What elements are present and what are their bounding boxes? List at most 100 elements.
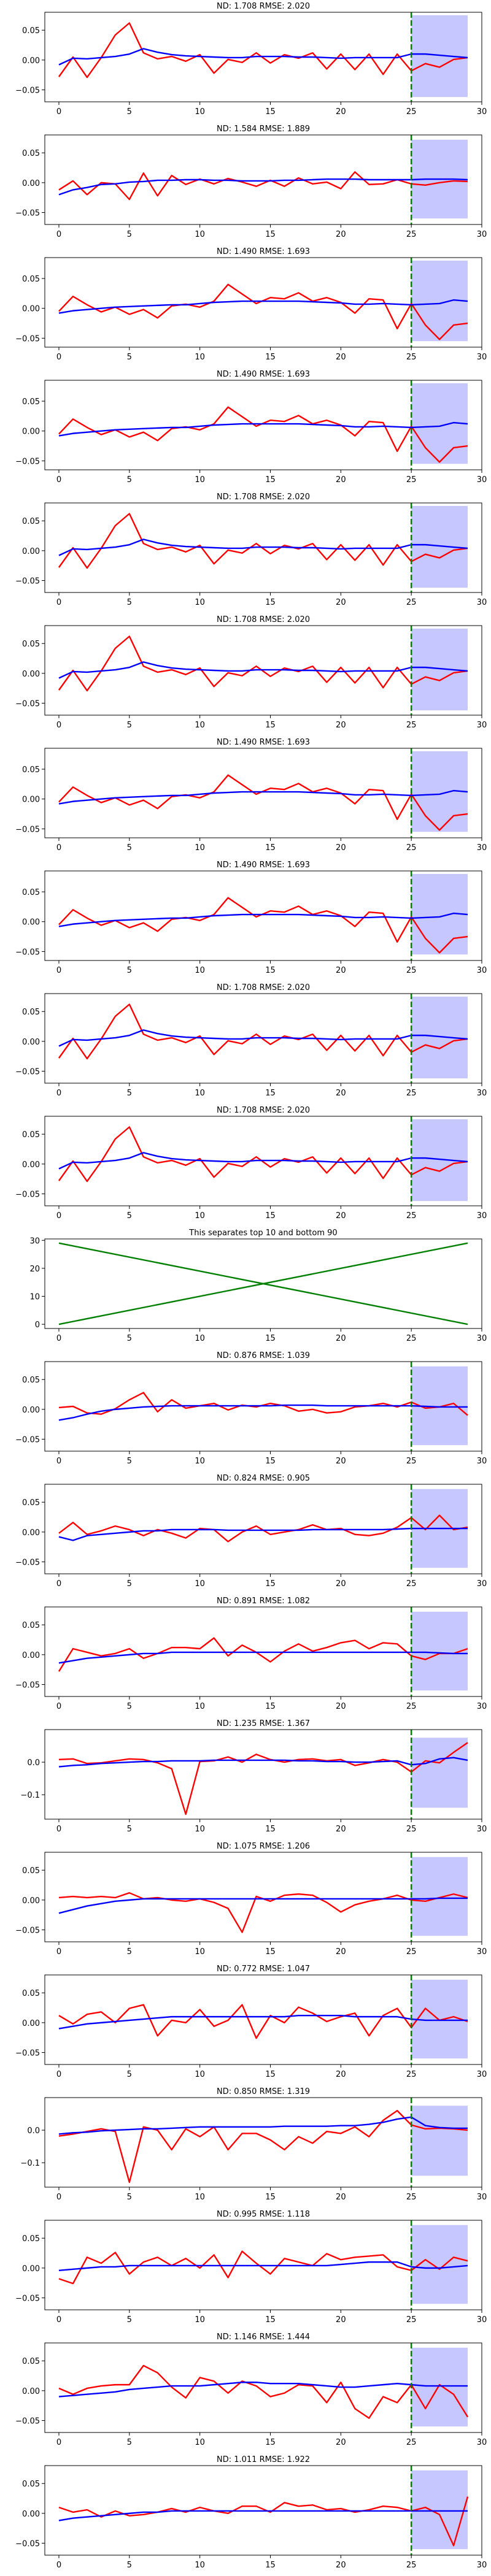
chart-title: ND: 1.490 RMSE: 1.693 [217,370,310,379]
x-tick-label: 15 [265,721,276,730]
x-tick-label: 15 [265,1825,276,1834]
x-tick-label: 0 [56,1825,61,1834]
x-tick-label: 25 [406,2438,417,2447]
x-tick-label: 10 [195,1825,205,1834]
x-tick-label: 5 [127,353,132,362]
y-tick-label: 0.00 [22,1896,40,1906]
x-tick-label: 5 [127,107,132,117]
x-tick-label: 0 [56,353,61,362]
plot-area [58,380,468,470]
x-tick-label: 0 [56,843,61,853]
x-tick-label: 0 [56,2193,61,2202]
y-tick-label: 0.05 [22,1498,40,1508]
y-tick-label: 0.05 [22,1989,40,1998]
series-line-1 [58,1637,468,1672]
x-tick-label: 5 [127,1825,132,1834]
x-tick-label: 15 [265,2070,276,2079]
plot-area [58,135,468,224]
series-line-1 [58,897,468,954]
chart-title: ND: 1.011 RMSE: 1.922 [217,2455,310,2464]
subplot-17: ND: 0.772 RMSE: 1.047 0 5 10 15 20 25 30 −0.05 0.… [15,1965,487,2079]
x-tick-label: 25 [406,2315,417,2325]
subplot-21: ND: 1.011 RMSE: 1.922 0 5 10 15 20 25 30 −0.05 0.… [15,2455,487,2570]
x-tick-label: 5 [127,2438,132,2447]
y-tick-label: 0.00 [22,547,40,556]
x-tick-label: 20 [336,843,346,853]
x-tick-label: 25 [406,843,417,853]
x-tick-label: 5 [127,966,132,975]
x-tick-label: 0 [56,2438,61,2447]
y-tick-label: −0.1 [20,2159,40,2168]
chart-title: ND: 1.708 RMSE: 2.020 [217,615,310,624]
x-tick-label: 5 [127,598,132,607]
series-line-2 [58,2261,468,2271]
series-line-2 [58,1651,468,1664]
x-tick-label: 10 [195,2561,205,2570]
x-tick-label: 10 [195,1457,205,1466]
x-tick-label: 30 [477,1089,487,1098]
y-tick-label: 0.05 [22,1866,40,1876]
x-tick-label: 30 [477,966,487,975]
series-line-2 [58,48,468,66]
x-tick-label: 20 [336,1579,346,1589]
y-tick-label: −0.05 [15,1068,40,1077]
x-tick-label: 0 [56,230,61,239]
plot-area [58,2343,469,2432]
y-tick-label: 0.00 [22,427,40,437]
x-tick-label: 20 [336,2315,346,2325]
y-tick-label: 0.00 [22,2387,40,2396]
x-tick-label: 10 [195,966,205,975]
axes-frame [44,1116,482,1206]
series-line-2 [58,912,468,927]
subplot-1: ND: 1.708 RMSE: 2.020 0 5 10 15 20 25 30 −0.05 0.… [15,2,487,117]
x-tick-label: 20 [336,1089,346,1098]
series-line-2 [58,661,468,679]
x-tick-label: 15 [265,598,276,607]
x-tick-label: 15 [265,475,276,485]
x-tick-label: 30 [477,1334,487,1343]
chart-title: ND: 1.490 RMSE: 1.693 [217,738,310,747]
x-tick-label: 0 [56,2561,61,2570]
x-tick-label: 5 [127,2315,132,2325]
x-tick-label: 25 [406,598,417,607]
axes-frame [44,993,482,1084]
y-tick-label: 0.05 [22,275,40,284]
x-tick-label: 5 [127,721,132,730]
series-line-2 [58,1897,468,1914]
series-line-2 [58,2510,468,2521]
x-tick-label: 10 [195,2438,205,2447]
series-line-1 [58,2004,468,2039]
x-tick-label: 0 [56,1089,61,1098]
series-line-2 [58,299,468,314]
y-tick-label: −0.05 [15,86,40,96]
y-tick-label: 0.00 [22,1651,40,1660]
y-tick-label: 0.05 [22,2480,40,2489]
y-tick-label: −0.05 [15,1926,40,1936]
y-tick-label: 0.05 [22,149,40,158]
x-tick-label: 10 [195,1334,205,1343]
y-tick-label: 0.05 [22,517,40,526]
x-tick-label: 0 [56,1211,61,1221]
series-line-1 [58,283,468,340]
x-tick-label: 10 [195,1947,205,1957]
x-tick-label: 0 [56,2070,61,2079]
axes-frame [44,1484,482,1574]
axes-frame [44,1606,482,1697]
y-tick-label: −0.05 [15,825,40,834]
chart-title: ND: 1.584 RMSE: 1.889 [217,125,310,134]
x-tick-label: 10 [195,230,205,239]
series-line-1 [58,406,468,463]
x-tick-label: 10 [195,721,205,730]
series-line-1 [58,2496,469,2547]
confidence-band [411,15,468,98]
subplot-10: ND: 1.708 RMSE: 2.020 0 5 10 15 20 25 30 −0.05 0.… [15,1106,487,1221]
x-tick-label: 5 [127,1211,132,1221]
y-tick-label: −0.05 [15,2049,40,2058]
y-tick-label: 0.00 [22,918,40,927]
subplot-19: ND: 0.995 RMSE: 1.118 0 5 10 15 20 25 30 −0.05 0.… [15,2210,487,2325]
x-tick-label: 15 [265,1334,276,1343]
x-tick-label: 15 [265,1702,276,1711]
x-tick-label: 5 [127,843,132,853]
x-tick-label: 0 [56,1947,61,1957]
chart-title: This separates top 10 and bottom 90 [188,1229,337,1238]
